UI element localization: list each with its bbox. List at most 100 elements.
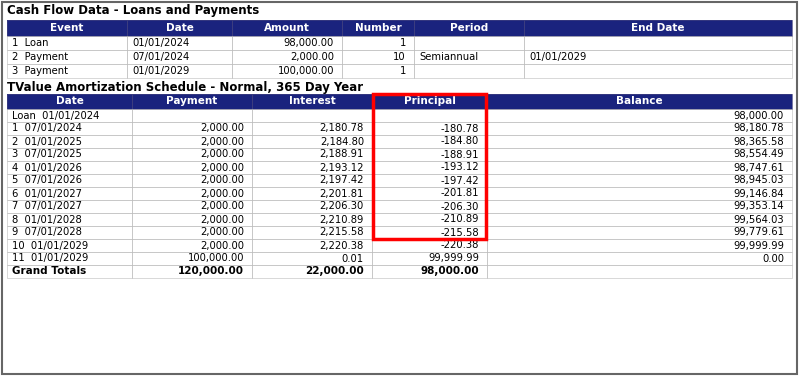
Bar bbox=[252, 187, 372, 200]
Text: 6  01/01/2027: 6 01/01/2027 bbox=[12, 188, 82, 199]
Bar bbox=[372, 148, 487, 161]
Bar bbox=[524, 36, 792, 50]
Bar bbox=[524, 50, 792, 64]
Text: 8  01/01/2028: 8 01/01/2028 bbox=[12, 214, 81, 224]
Bar bbox=[7, 265, 132, 278]
Bar bbox=[252, 122, 372, 135]
Bar bbox=[372, 109, 487, 122]
Bar bbox=[132, 148, 252, 161]
Bar bbox=[232, 20, 342, 36]
Text: Event: Event bbox=[50, 23, 84, 33]
Bar bbox=[487, 135, 792, 148]
Bar bbox=[372, 109, 487, 122]
Text: Principal: Principal bbox=[403, 97, 455, 106]
Bar bbox=[372, 239, 487, 252]
Bar bbox=[7, 50, 127, 64]
Bar bbox=[487, 161, 792, 174]
Bar bbox=[7, 174, 132, 187]
Bar bbox=[132, 161, 252, 174]
Bar bbox=[7, 50, 127, 64]
Text: 1  Loan: 1 Loan bbox=[12, 38, 49, 48]
Bar bbox=[372, 94, 487, 109]
Text: 2,000.00: 2,000.00 bbox=[200, 214, 244, 224]
Bar bbox=[7, 64, 127, 78]
Bar bbox=[252, 213, 372, 226]
Bar bbox=[414, 64, 524, 78]
Bar bbox=[342, 64, 414, 78]
Bar bbox=[7, 239, 132, 252]
Text: 2,188.91: 2,188.91 bbox=[320, 150, 364, 159]
Bar bbox=[372, 161, 487, 174]
Bar bbox=[7, 226, 132, 239]
Bar bbox=[232, 50, 342, 64]
Text: 0.00: 0.00 bbox=[762, 253, 784, 264]
Text: Interest: Interest bbox=[288, 97, 336, 106]
Text: 100,000.00: 100,000.00 bbox=[188, 253, 244, 264]
Bar bbox=[7, 187, 132, 200]
Text: 22,000.00: 22,000.00 bbox=[305, 267, 364, 276]
Bar bbox=[252, 226, 372, 239]
Bar bbox=[7, 36, 127, 50]
Bar bbox=[487, 252, 792, 265]
Bar bbox=[487, 200, 792, 213]
Bar bbox=[132, 174, 252, 187]
Text: Payment: Payment bbox=[166, 97, 217, 106]
Bar bbox=[127, 36, 232, 50]
Bar bbox=[487, 213, 792, 226]
Text: 2,184.80: 2,184.80 bbox=[320, 136, 364, 147]
Bar bbox=[127, 36, 232, 50]
Text: 5  07/01/2026: 5 07/01/2026 bbox=[12, 176, 82, 185]
Text: 98,000.00: 98,000.00 bbox=[733, 111, 784, 120]
Bar bbox=[252, 109, 372, 122]
Text: 01/01/2024: 01/01/2024 bbox=[132, 38, 189, 48]
Text: 98,000.00: 98,000.00 bbox=[284, 38, 334, 48]
Bar bbox=[372, 187, 487, 200]
Text: 2,220.38: 2,220.38 bbox=[320, 241, 364, 250]
Bar bbox=[132, 226, 252, 239]
Bar bbox=[7, 109, 132, 122]
Bar bbox=[252, 109, 372, 122]
Bar bbox=[7, 226, 132, 239]
Bar bbox=[524, 64, 792, 78]
Bar bbox=[7, 148, 132, 161]
Text: -201.81: -201.81 bbox=[440, 188, 479, 199]
Bar bbox=[232, 50, 342, 64]
Bar bbox=[132, 265, 252, 278]
Text: 11  01/01/2029: 11 01/01/2029 bbox=[12, 253, 89, 264]
Bar bbox=[372, 187, 487, 200]
Bar bbox=[414, 20, 524, 36]
Bar bbox=[132, 94, 252, 109]
Bar bbox=[372, 226, 487, 239]
Bar bbox=[487, 187, 792, 200]
Bar bbox=[487, 174, 792, 187]
Bar bbox=[487, 265, 792, 278]
Bar bbox=[487, 174, 792, 187]
Text: 2,210.89: 2,210.89 bbox=[320, 214, 364, 224]
Bar bbox=[7, 20, 127, 36]
Text: TValue Amortization Schedule - Normal, 365 Day Year: TValue Amortization Schedule - Normal, 3… bbox=[7, 81, 363, 94]
Bar bbox=[414, 50, 524, 64]
Bar bbox=[127, 20, 232, 36]
Text: Period: Period bbox=[450, 23, 488, 33]
Text: -180.78: -180.78 bbox=[440, 123, 479, 133]
Bar bbox=[372, 174, 487, 187]
Bar bbox=[132, 265, 252, 278]
Text: 2,180.78: 2,180.78 bbox=[320, 123, 364, 133]
Bar bbox=[127, 50, 232, 64]
Text: -210.89: -210.89 bbox=[440, 214, 479, 224]
Bar bbox=[414, 36, 524, 50]
Bar bbox=[342, 64, 414, 78]
Text: 99,999.99: 99,999.99 bbox=[428, 253, 479, 264]
Text: 120,000.00: 120,000.00 bbox=[178, 267, 244, 276]
Bar bbox=[487, 122, 792, 135]
Bar bbox=[7, 135, 132, 148]
Bar bbox=[132, 109, 252, 122]
Bar bbox=[372, 94, 487, 109]
Bar bbox=[252, 135, 372, 148]
Bar bbox=[132, 213, 252, 226]
Text: 1  07/01/2024: 1 07/01/2024 bbox=[12, 123, 81, 133]
Bar bbox=[252, 148, 372, 161]
Bar bbox=[132, 148, 252, 161]
Bar bbox=[372, 200, 487, 213]
Bar bbox=[372, 213, 487, 226]
